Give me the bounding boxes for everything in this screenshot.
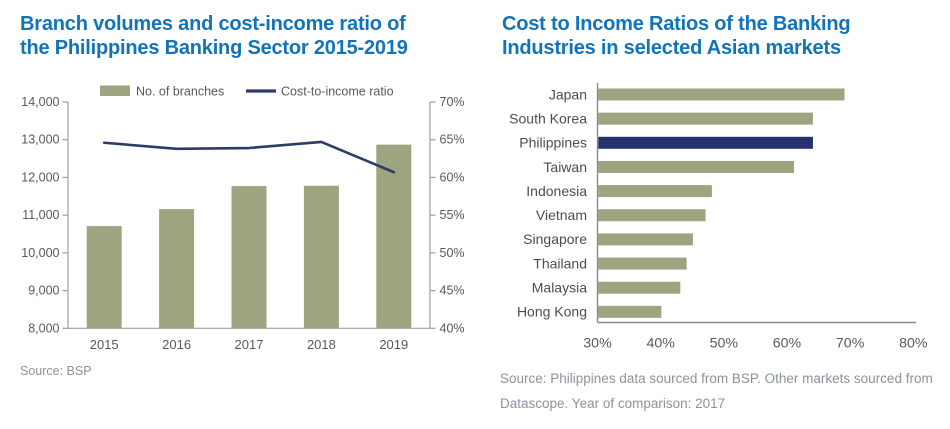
category-label-philippines: Philippines bbox=[519, 135, 587, 151]
cost-income-bar-japan bbox=[598, 88, 845, 101]
category-label-taiwan: Taiwan bbox=[543, 159, 587, 175]
legend-branches-label: No. of branches bbox=[136, 85, 224, 99]
right-axis-tick-label: 55% bbox=[440, 208, 465, 222]
cost-income-bar-philippines bbox=[598, 136, 813, 149]
cost-income-bar-vietnam bbox=[598, 209, 706, 222]
left-axis-tick-label: 10,000 bbox=[21, 246, 59, 260]
right-axis-tick-label: 60% bbox=[440, 170, 465, 184]
left-chart-title: Branch volumes and cost-income ratio of … bbox=[20, 12, 408, 60]
cost-income-bar-malaysia bbox=[598, 281, 681, 294]
left-axis-tick-label: 8,000 bbox=[28, 321, 59, 335]
right-axis-tick-label: 40% bbox=[440, 321, 465, 335]
branches-bar-2017 bbox=[231, 186, 267, 329]
branches-bar-2015 bbox=[86, 226, 122, 329]
x-axis-tick-label: 50% bbox=[710, 336, 739, 352]
right-chart-source-line1: Source: Philippines data sourced from BS… bbox=[500, 371, 933, 386]
right-axis-tick-label: 65% bbox=[440, 133, 465, 147]
cost-income-bar-hong-kong bbox=[598, 305, 662, 318]
category-label-singapore: Singapore bbox=[523, 231, 587, 247]
category-label-japan: Japan bbox=[549, 86, 587, 102]
legend-branches-swatch bbox=[100, 85, 130, 96]
right-chart-source-line2: Datascope. Year of comparison: 2017 bbox=[500, 396, 726, 411]
category-label-indonesia: Indonesia bbox=[526, 183, 587, 199]
asian-markets-cost-income-bar-chart: Japan South Korea Philippines Taiwan Indones… bbox=[509, 83, 928, 352]
right-axis-tick-label: 50% bbox=[440, 246, 465, 260]
category-label-hong-kong: Hong Kong bbox=[517, 304, 587, 320]
left-chart-title-line1: Branch volumes and cost-income ratio of bbox=[20, 13, 406, 35]
x-axis-tick-label: 30% bbox=[583, 336, 612, 352]
legend-cost-income-label: Cost-to-income ratio bbox=[281, 85, 394, 99]
left-axis-tick-label: 12,000 bbox=[21, 170, 59, 184]
branches-bar-2018 bbox=[303, 185, 339, 329]
x-category-label: 2016 bbox=[162, 337, 191, 352]
cost-income-bar-singapore bbox=[598, 233, 693, 246]
branches-bar-2019 bbox=[376, 144, 412, 329]
cost-to-income-line bbox=[102, 140, 396, 174]
category-label-malaysia: Malaysia bbox=[532, 280, 587, 296]
right-chart-title: Cost to Income Ratios of the Banking Ind… bbox=[502, 12, 851, 60]
left-axis-tick-label: 11,000 bbox=[22, 208, 59, 222]
right-chart-title-line1: Cost to Income Ratios of the Banking bbox=[502, 13, 851, 35]
cost-income-bar-indonesia bbox=[598, 185, 712, 198]
category-label-vietnam: Vietnam bbox=[536, 207, 587, 223]
branches-cost-income-combo-chart: No. of branches Cost-to-income ratio 14,00… bbox=[21, 85, 465, 353]
x-category-label: 2017 bbox=[235, 337, 264, 352]
x-axis-tick-label: 70% bbox=[836, 336, 865, 352]
left-axis-tick-label: 14,000 bbox=[21, 95, 59, 109]
x-category-label: 2019 bbox=[379, 337, 408, 352]
right-chart-source: Source: Philippines data sourced from BS… bbox=[500, 366, 933, 416]
right-axis-tick-label: 70% bbox=[440, 95, 465, 109]
cost-income-bar-south-korea bbox=[598, 112, 813, 125]
left-chart-source: Source: BSP bbox=[20, 364, 92, 378]
x-axis-tick-label: 60% bbox=[773, 336, 802, 352]
x-axis-tick-label: 80% bbox=[899, 336, 928, 352]
x-category-label: 2015 bbox=[90, 337, 119, 352]
left-chart-title-line2: the Philippines Banking Sector 2015-2019 bbox=[20, 37, 408, 59]
x-axis-tick-label: 40% bbox=[646, 336, 675, 352]
left-axis-tick-label: 13,000 bbox=[21, 133, 59, 147]
cost-income-bar-thailand bbox=[598, 257, 687, 270]
branches-bar-2016 bbox=[159, 209, 195, 329]
left-axis-tick-label: 9,000 bbox=[28, 284, 59, 298]
right-axis-tick-label: 45% bbox=[440, 284, 465, 298]
cost-income-bar-taiwan bbox=[598, 160, 794, 173]
x-category-label: 2018 bbox=[307, 337, 336, 352]
category-label-thailand: Thailand bbox=[533, 255, 587, 271]
category-label-south-korea: South Korea bbox=[509, 110, 587, 126]
right-chart-title-line2: Industries in selected Asian markets bbox=[502, 37, 841, 59]
